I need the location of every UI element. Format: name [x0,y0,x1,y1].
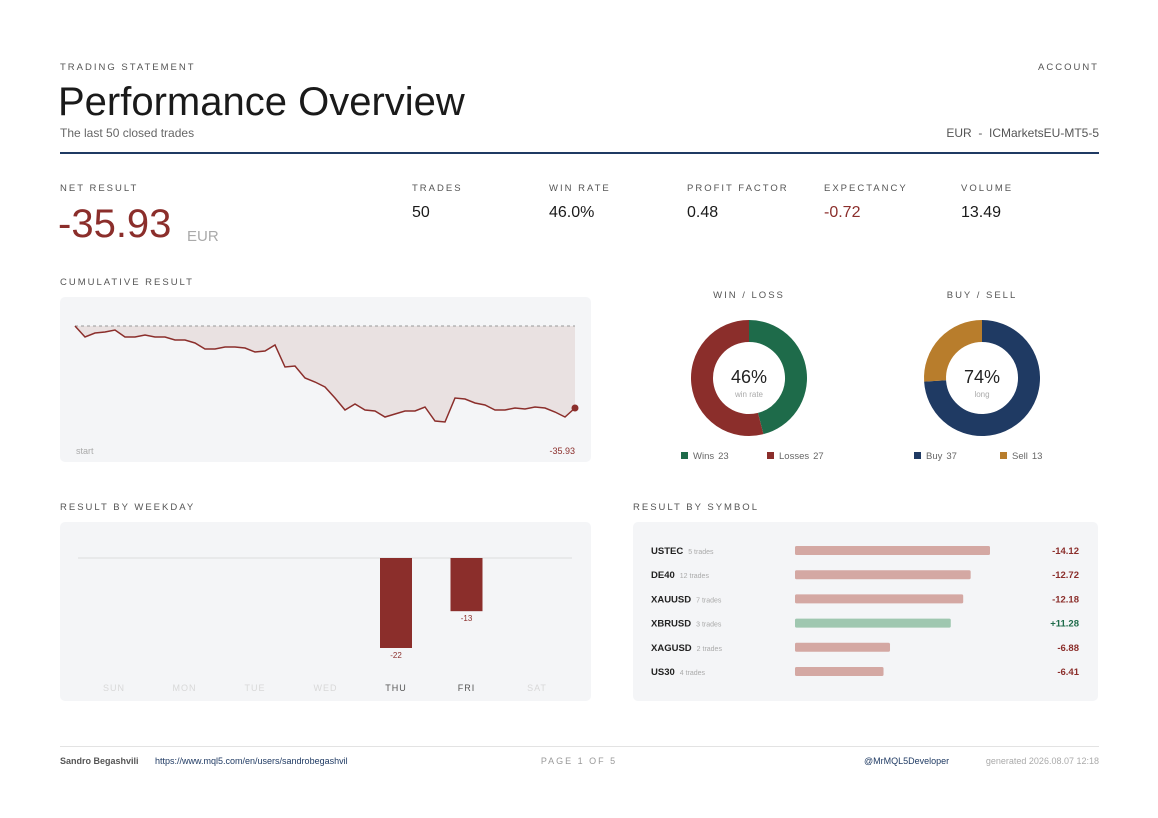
bar [450,558,483,612]
account-label: ACCOUNT [1038,62,1099,73]
symbol-trades: 3 trades [696,622,722,629]
bar [795,667,884,676]
donut-sub: long [974,390,989,399]
kpi-value: 46.0% [549,204,595,221]
section-title: CUMULATIVE RESULT [60,277,194,288]
bar [795,594,964,604]
value-label: -14.12 [1052,546,1079,557]
page-number: PAGE 1 OF 5 [540,756,618,766]
donut-sub: win rate [734,390,764,399]
legend-value: 13 [1032,451,1043,462]
bar [795,570,971,580]
kpi-label: EXPECTANCY [824,183,908,194]
legend-value: 23 [718,451,729,462]
x-tick-label: THU [385,683,407,693]
section-title: RESULT BY SYMBOL [633,502,759,513]
author: Sandro Begashvili [60,756,139,766]
panel [60,297,591,462]
kpi-label: VOLUME [961,183,1014,194]
net-unit: EUR [187,228,219,245]
donut-center: 74% [964,367,1000,387]
section-title: RESULT BY WEEKDAY [60,502,196,513]
donut-segment [748,320,807,435]
rule [60,746,1099,747]
kpi-label: WIN RATE [549,183,611,194]
value-label: -13 [461,614,473,623]
bar [380,558,412,648]
value-label: -6.88 [1057,643,1079,654]
x-tick-label: MON [173,683,197,693]
end-dot [571,404,579,412]
end-label: -35.93 [549,446,575,456]
donut-segment [924,320,983,382]
symbol-trades: 7 trades [696,597,722,604]
url[interactable]: https://www.mql5.com/en/users/sandrobega… [155,756,348,766]
symbol-name: XBRUSD [651,619,691,630]
kpi-label: TRADES [412,183,463,194]
area [75,326,575,422]
legend-name: Buy [926,451,943,462]
generated: generated 2026.08.07 12:18 [985,756,1099,766]
legend-value: 27 [813,451,824,462]
symbol-trades: 12 trades [680,573,710,580]
kpi-label: NET RESULT [60,183,139,194]
x-tick-label: SUN [103,683,125,693]
legend-name: Sell [1012,451,1028,462]
symbol-name: DE40 [651,570,675,581]
kpi-value: 0.48 [687,204,719,221]
kpi-value: 13.49 [961,204,1002,221]
eyebrow: TRADING STATEMENT [60,62,196,73]
donut-segment [691,320,764,436]
legend-name: Wins [693,451,714,462]
kpi-value: -0.72 [824,204,861,221]
panel [60,522,591,701]
symbol-trades: 2 trades [697,646,723,653]
bar [795,642,891,652]
subtitle: The last 50 closed trades [60,126,195,140]
legend-swatch [1000,452,1007,459]
title: Performance Overview [58,80,465,124]
x-tick-label: SAT [527,683,547,693]
account: EUR - ICMarketsEU-MT5-5 [946,126,1099,140]
start-label: start [76,446,94,456]
handle: @MrMQL5Developer [864,756,950,766]
kpi-label: PROFIT FACTOR [687,183,789,194]
symbol-name: XAUUSD [651,594,691,605]
bar [795,546,990,555]
legend-swatch [767,452,774,459]
x-tick-label: FRI [458,683,476,693]
bar [795,618,951,628]
x-tick-label: WED [314,683,338,693]
line [74,325,576,423]
section-title: WIN / LOSS [713,290,785,301]
legend-swatch [681,452,688,459]
value-label: -12.18 [1052,594,1079,605]
x-tick-label: TUE [245,683,266,693]
kpi-value: 50 [412,204,430,221]
legend-value: 37 [946,451,957,462]
value-label: -6.41 [1057,667,1079,678]
symbol-name: US30 [651,667,675,678]
value-label: -12.72 [1052,570,1079,581]
rule [60,152,1099,154]
legend-name: Losses [779,451,809,462]
value-label: -22 [390,651,402,660]
symbol-name: XAGUSD [651,643,692,654]
symbol-trades: 4 trades [680,670,706,677]
net-result: -35.93 [58,202,172,246]
section-title: BUY / SELL [946,290,1018,301]
symbol-trades: 5 trades [688,549,714,556]
value-label: +11.28 [1050,619,1079,630]
donut-segment [924,320,1040,436]
legend-swatch [914,452,921,459]
symbol-name: USTEC [651,546,683,557]
donut-center: 46% [731,367,767,387]
